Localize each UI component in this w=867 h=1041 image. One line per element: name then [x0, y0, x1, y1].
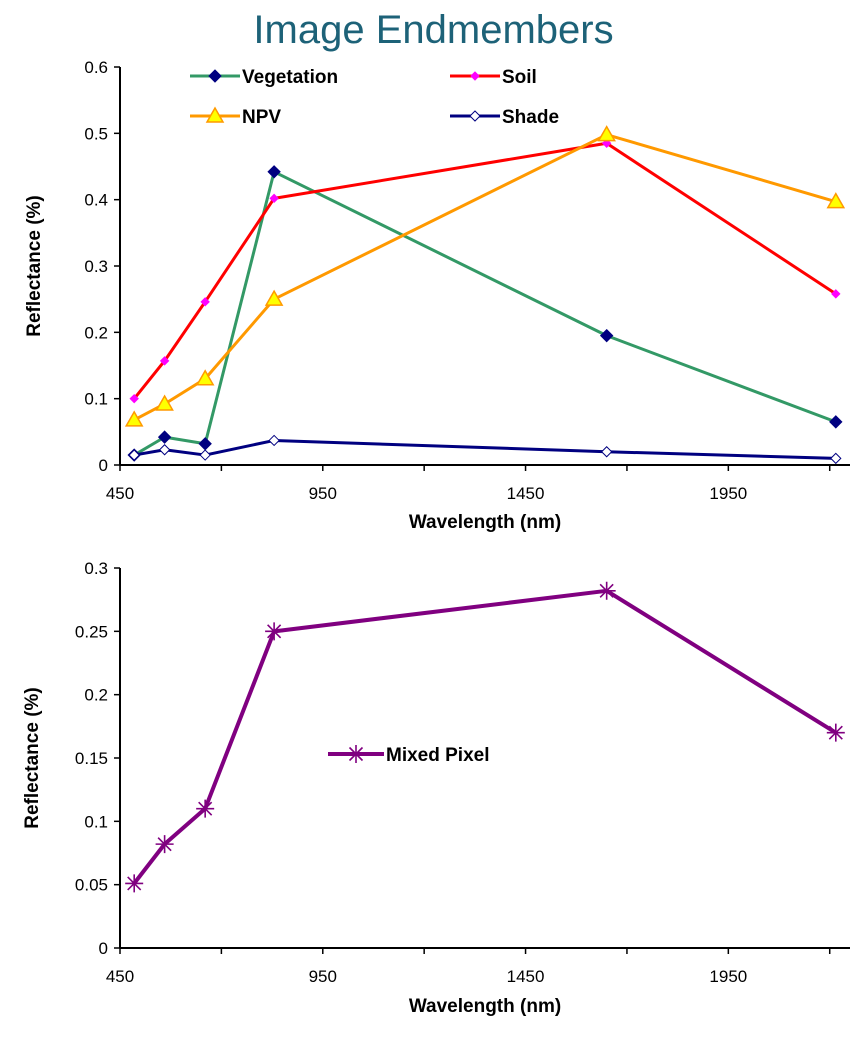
marker-diamond [200, 297, 210, 307]
series-mixed-pixel [125, 581, 845, 893]
marker-diamond [269, 193, 279, 204]
x-axis-label: Wavelength (nm) [409, 996, 561, 1017]
endmembers-chart: 0 0.1 0.2 0.3 0.4 0.5 0.6 450 950 1450 1950 Wavelen… [24, 58, 850, 533]
y-axis-label: Reflectance (%) [24, 195, 45, 337]
mixed-pixel-chart: 0 0.05 0.1 0.15 0.2 0.25 0.3 450 950 1450 1950 Wave… [22, 559, 850, 1017]
series-line [133, 141, 837, 400]
y-tick-label: 0.25 [75, 622, 108, 641]
marker-star [125, 874, 144, 893]
marker-open-diamond [199, 449, 211, 461]
x-tick-label: 1450 [507, 967, 545, 986]
marker-star [196, 799, 215, 818]
x-tick-label: 450 [106, 484, 134, 503]
x-axis-label: Wavelength (nm) [409, 512, 561, 533]
marker-triangle [264, 289, 284, 306]
marker-diamond [208, 69, 222, 83]
marker-diamond [157, 430, 172, 444]
y-tick-label: 0.2 [84, 323, 108, 342]
series-line [133, 438, 836, 460]
marker-star [155, 835, 174, 854]
legend-item-mixed-pixel: Mixed Pixel [328, 745, 490, 766]
series-npv [124, 125, 846, 427]
marker-open-diamond [128, 449, 140, 461]
y-axis-label: Reflectance (%) [22, 687, 43, 829]
series-shade [128, 434, 842, 465]
legend-item-npv: NPV [190, 106, 281, 128]
x-tick-label: 950 [309, 967, 337, 986]
marker-star [265, 622, 284, 641]
marker-triangle [155, 394, 174, 411]
marker-diamond [831, 289, 841, 299]
marker-diamond [599, 328, 614, 343]
marker-open-diamond [830, 452, 842, 465]
legend-item-soil: Soil [450, 67, 537, 88]
marker-diamond [129, 393, 139, 404]
y-tick-label: 0.05 [75, 876, 108, 895]
marker-star [597, 581, 616, 600]
series-line [132, 588, 837, 885]
x-tick-label: 1450 [507, 484, 545, 503]
marker-star [347, 745, 365, 763]
marker-diamond [159, 356, 170, 366]
marker-diamond [470, 71, 480, 81]
y-tick-label: 0.4 [84, 191, 108, 210]
x-tick-label: 450 [106, 967, 134, 986]
y-tick-label: 0.6 [84, 58, 108, 77]
y-tick-label: 0 [99, 456, 108, 475]
y-tick-label: 0.3 [84, 257, 108, 276]
marker-triangle [597, 125, 616, 142]
page-title: Image Endmembers [253, 8, 614, 52]
y-tick-label: 0.3 [84, 559, 108, 578]
legend-label: Shade [502, 107, 559, 128]
marker-diamond [267, 165, 281, 179]
y-tick-label: 0 [99, 939, 108, 958]
marker-triangle [826, 192, 846, 209]
marker-open-diamond [158, 444, 171, 456]
x-tick-label: 1950 [709, 484, 747, 503]
y-tick-label: 0.1 [84, 812, 108, 831]
marker-triangle [195, 369, 215, 386]
series-vegetation [127, 165, 843, 462]
series-soil [129, 138, 841, 404]
legend-label: Mixed Pixel [386, 745, 490, 766]
marker-open-diamond [600, 446, 613, 458]
x-tick-label: 1950 [709, 967, 747, 986]
y-tick-label: 0.15 [75, 749, 108, 768]
y-tick-label: 0.5 [84, 124, 108, 143]
legend-label: Soil [502, 67, 537, 88]
legend-item-vegetation: Vegetation [190, 67, 338, 88]
marker-triangle [124, 410, 144, 427]
series-line [133, 170, 837, 457]
y-tick-label: 0.1 [84, 390, 108, 409]
marker-open-diamond [469, 110, 481, 122]
marker-diamond [829, 415, 843, 429]
marker-open-diamond [268, 434, 280, 447]
y-tick-label: 0.2 [84, 686, 108, 705]
marker-triangle [205, 106, 225, 123]
marker-diamond [198, 437, 212, 451]
legend-label: Vegetation [242, 67, 338, 88]
legend-label: NPV [242, 107, 281, 128]
legend-item-shade: Shade [450, 107, 559, 128]
marker-star [826, 723, 845, 742]
x-tick-label: 950 [309, 484, 337, 503]
